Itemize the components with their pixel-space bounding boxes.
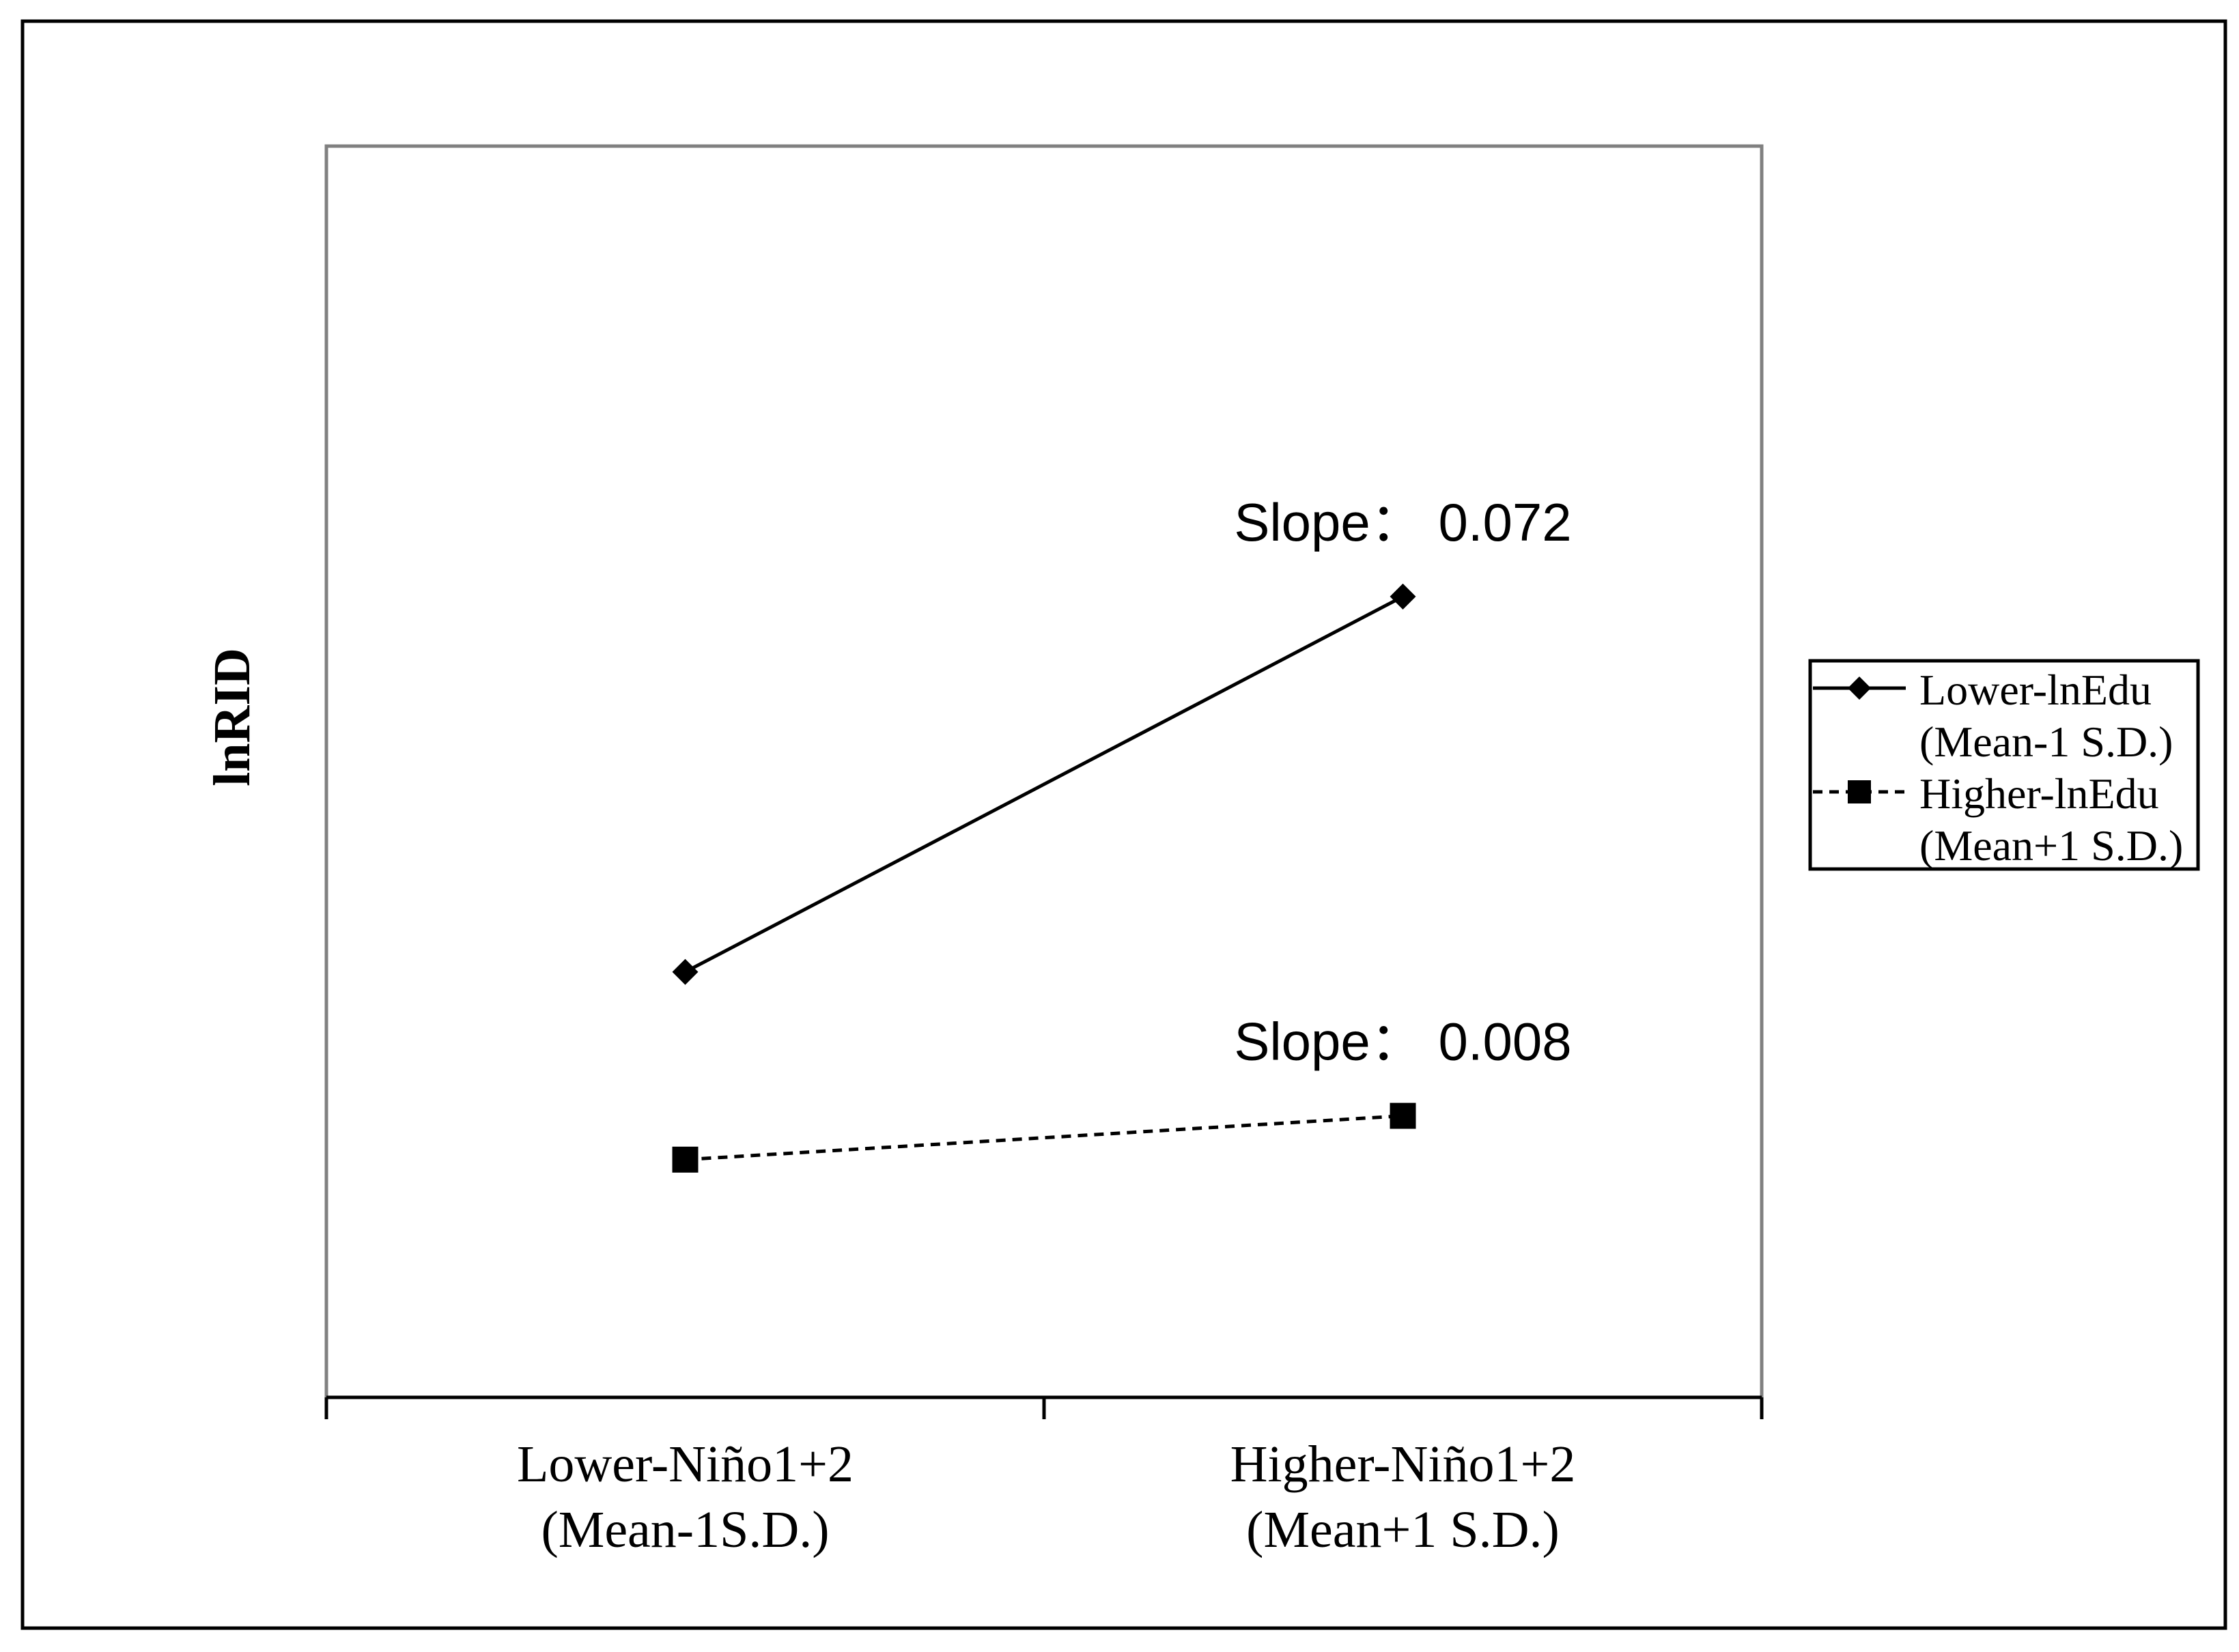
y-axis-label: lnRID [203,648,261,786]
data-point [1390,1102,1416,1129]
legend-label: Higher-lnEdu (Mean+1 S.D.) [1919,769,2183,870]
data-point [672,1146,699,1173]
x-tick-label: Lower-Niño1+2 (Mean-1S.D.) [517,1436,854,1558]
series-line [684,595,1404,973]
series-line [685,1114,1403,1162]
legend-box [1808,659,2200,871]
slope-annotation: Slope： 0.008 [1234,1012,1571,1072]
data-point [672,958,699,985]
x-tick-label: Higher-Niño1+2 (Mean+1 S.D.) [1230,1436,1576,1558]
legend-swatch-marker [1848,780,1871,803]
slope-annotation: Slope： 0.072 [1234,492,1571,552]
legend-swatch-marker [1848,677,1871,700]
data-point [1390,583,1416,610]
legend-label: Lower-lnEdu (Mean-1 S.D.) [1919,666,2173,766]
